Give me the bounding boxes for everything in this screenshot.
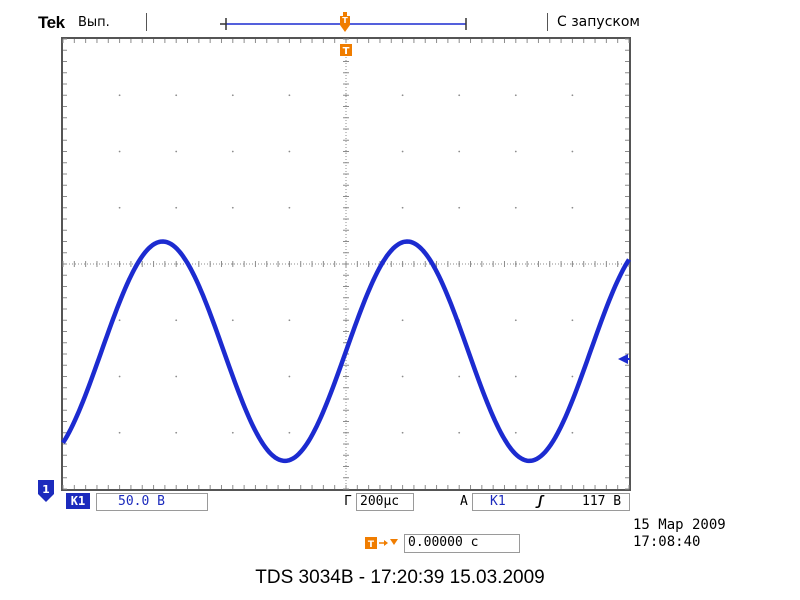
grid-dot (288, 206, 291, 209)
grid-dot (514, 94, 517, 97)
waveform-trace (61, 239, 631, 464)
grid-dot (175, 431, 178, 434)
grid-dot (288, 150, 291, 153)
grid-dot (231, 206, 234, 209)
grid-dot (514, 150, 517, 153)
capture-time: 17:08:40 (633, 534, 701, 550)
grid-dot (175, 94, 178, 97)
trigger-level: 117 B (582, 494, 622, 509)
readout-bar: K1 50.0 B Г 200µc A K1 ʃ 117 B (62, 493, 630, 513)
grid-dot (401, 94, 404, 97)
grid-dot (231, 150, 234, 153)
grid-dot (231, 431, 234, 434)
grid-dot (288, 94, 291, 97)
svg-text:1: 1 (42, 483, 50, 496)
grid-dot (118, 319, 121, 322)
capture-datetime: 15 Мар 2009 17:08:40 (633, 517, 726, 551)
trigger-position-value: 0.00000 c (408, 535, 479, 550)
grid-dot (118, 94, 121, 97)
grid-dot (571, 319, 574, 322)
grid-dot (288, 431, 291, 434)
scope-screen: T (61, 37, 631, 491)
trigger-box (472, 493, 630, 511)
grid-dot (514, 431, 517, 434)
grid-dot (401, 375, 404, 378)
grid-dot (514, 319, 517, 322)
grid-dot (514, 375, 517, 378)
graticule (62, 38, 630, 490)
grid-dot (458, 94, 461, 97)
volts-per-div: 50.0 B (118, 494, 165, 509)
divider (146, 13, 147, 31)
grid-dot (571, 206, 574, 209)
trigger-mode: A (460, 494, 468, 509)
trigger-status: С запуском (557, 14, 640, 30)
trigger-marker-icon: T (340, 12, 350, 32)
grid-dot (118, 206, 121, 209)
grid-dot (288, 375, 291, 378)
grid-dot (401, 431, 404, 434)
screenshot-caption: TDS 3034B - 17:20:39 15.03.2009 (255, 567, 545, 588)
grid-dot (118, 431, 121, 434)
grid-dot (118, 375, 121, 378)
timebase-prefix: Г (344, 494, 352, 509)
grid-dot (175, 319, 178, 322)
timebase-box (356, 493, 414, 511)
grid-dot (175, 206, 178, 209)
trigger-position-icon: T (365, 537, 398, 550)
grid-dot (288, 319, 291, 322)
grid-dot (514, 206, 517, 209)
trigger-source: K1 (490, 494, 506, 509)
grid-dot (458, 206, 461, 209)
grid-dot (571, 375, 574, 378)
grid-dot (401, 150, 404, 153)
acquisition-state: Вып. (78, 15, 110, 30)
trigger-position-box (404, 534, 520, 553)
divider (547, 13, 548, 31)
grid-dot (458, 431, 461, 434)
svg-text:T: T (343, 46, 350, 57)
grid-dot (175, 375, 178, 378)
time-per-div: 200µc (360, 494, 400, 509)
trigger-level-marker-icon (618, 354, 628, 364)
grid-dot (401, 319, 404, 322)
grid-dot (231, 319, 234, 322)
grid-dot (175, 150, 178, 153)
capture-date: 15 Мар 2009 (633, 517, 726, 533)
trigger-position-marker: T (340, 44, 352, 57)
grid-dot (571, 94, 574, 97)
svg-text:T: T (342, 16, 348, 25)
brand-logo: Tek (38, 13, 65, 32)
channel-badge[interactable]: K1 (66, 493, 90, 509)
grid-dot (458, 375, 461, 378)
grid-dot (458, 150, 461, 153)
grid-dot (571, 431, 574, 434)
volts-per-div-box (96, 493, 208, 511)
grid-dot (401, 206, 404, 209)
trigger-slope-icon: ʃ (536, 494, 544, 509)
grid-dot (231, 94, 234, 97)
grid-dot (118, 150, 121, 153)
grid-dot (571, 150, 574, 153)
channel-ground-marker-icon: 1 (38, 480, 54, 502)
svg-text:T: T (368, 540, 375, 550)
